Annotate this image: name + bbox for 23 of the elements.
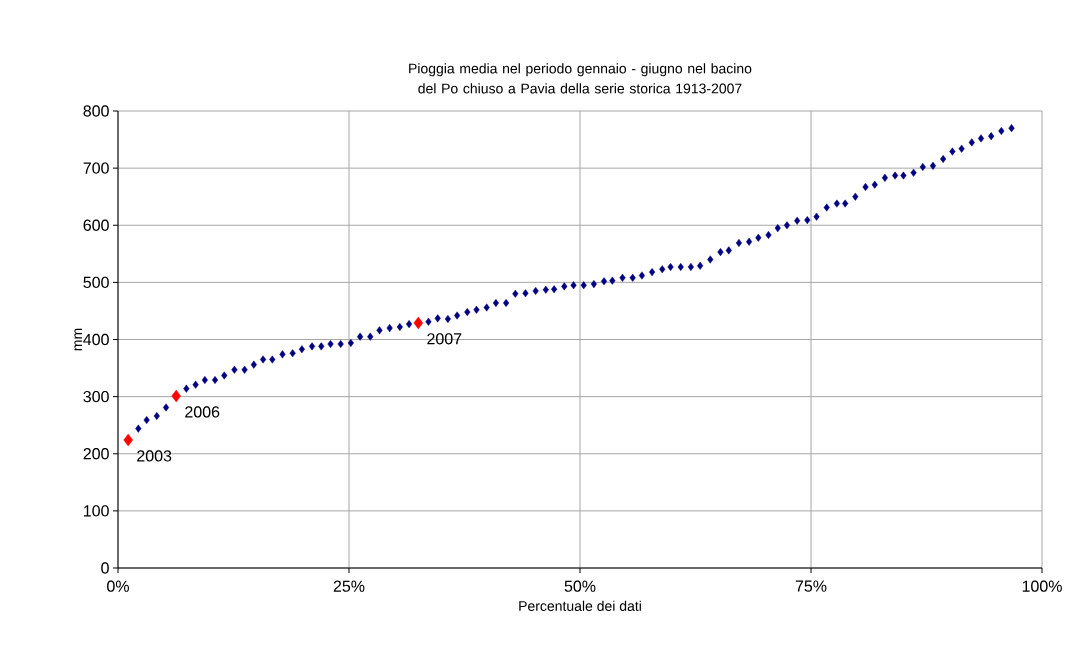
y-tick-label: 400 <box>83 333 109 346</box>
x-tick-label: 0% <box>107 580 129 592</box>
annotation: 2003 <box>137 450 172 462</box>
y-tick-label: 300 <box>83 390 109 403</box>
y-tick-label: 100 <box>84 505 109 517</box>
y-tick-label: 800 <box>83 105 109 117</box>
x-tick-label: 25% <box>333 580 365 592</box>
point <box>171 389 181 403</box>
y-tick-label: 200 <box>83 448 109 460</box>
y-tick-label: 700 <box>83 162 109 174</box>
point <box>123 433 133 447</box>
x-tick-label: 75% <box>795 580 827 592</box>
x-axis-title: Percentuale dei dati <box>519 600 641 611</box>
x-tick-label: 50% <box>564 580 596 592</box>
annotation: 2006 <box>185 406 220 418</box>
y-tick-label: 600 <box>83 219 109 231</box>
chart-title: Pioggia media nel periodo gennaio - giugno nel bacino del Po chiuso a Pavia della serie storica 1913-2007 <box>409 63 752 94</box>
y-tick-label: 0 <box>101 562 109 574</box>
x-tick-label: 100% <box>1022 580 1062 592</box>
y-tick-label: 500 <box>83 276 109 289</box>
annotation: 2007 <box>427 333 462 345</box>
point <box>413 316 423 330</box>
y-axis-title: mm <box>74 328 82 351</box>
